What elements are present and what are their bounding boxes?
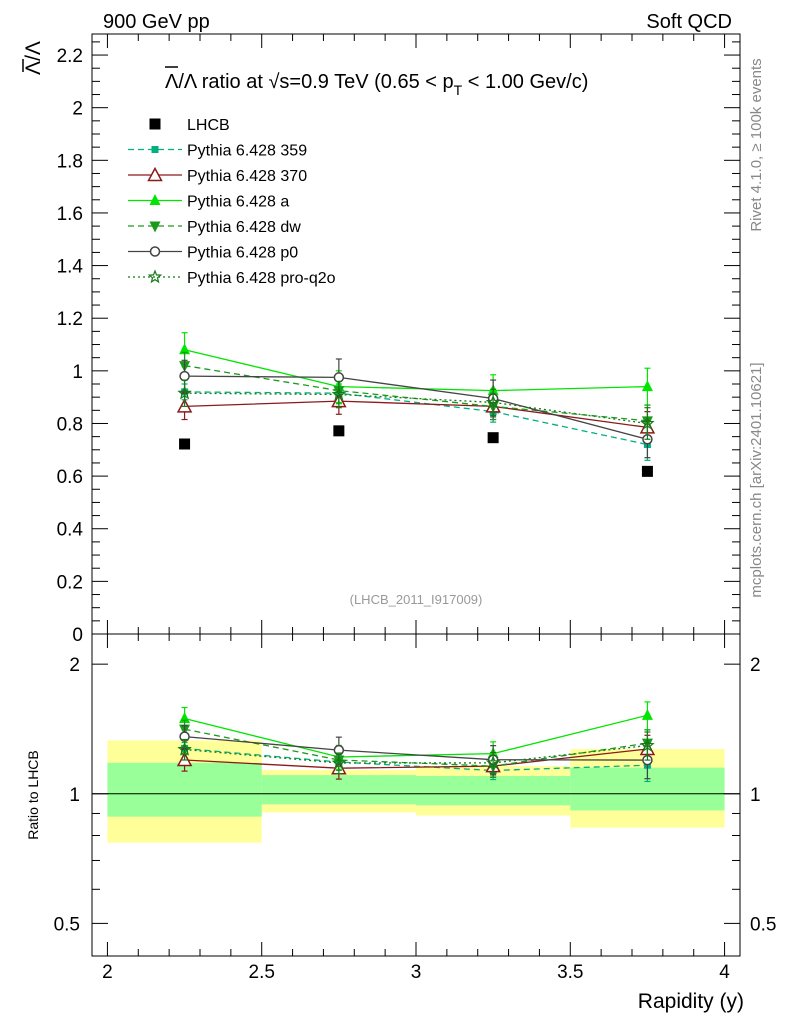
- ratio-point: [485, 755, 501, 770]
- ratio-point: [177, 741, 192, 756]
- series-line-4: [184, 375, 648, 440]
- x-tick-label: 2: [102, 962, 113, 983]
- series-line-3: [184, 364, 648, 422]
- legend-marker: [147, 166, 163, 182]
- legend-label: Pythia 6.428 a: [187, 194, 289, 211]
- legend-label: Pythia 6.428 359: [187, 143, 307, 160]
- y-tick-label-ratio: 1: [69, 785, 80, 806]
- y-tick-label-ratio-right: 0.5: [750, 914, 776, 935]
- series-point: [641, 380, 653, 392]
- y-tick-label-main: 0: [72, 625, 83, 646]
- series-point: [333, 372, 345, 383]
- ratio-band-inner: [261, 775, 416, 805]
- header-left: 900 GeV pp: [103, 11, 210, 33]
- header-right: Soft QCD: [646, 11, 732, 33]
- axes: 2 2.5 3 3.5 4 0 0.2 0.4 0.6 0.8 1 1.2 1.4 1.6 1.8 2 2.2 0…: [54, 34, 776, 983]
- series-point: [485, 394, 501, 409]
- y-tick-label-main: 0.2: [57, 572, 83, 593]
- legend-label: Pythia 6.428 p0: [187, 245, 298, 262]
- y-axis-label-ratio: Ratio to LHCB: [25, 750, 41, 839]
- series-line-1: [184, 400, 648, 429]
- data-point-lhcb: [179, 438, 191, 450]
- x-tick-label: 2.5: [249, 962, 275, 983]
- main-series: [176, 332, 656, 477]
- ratio-line-1: [184, 748, 648, 769]
- y-axis-label-main-text: Λ/Λ: [22, 41, 45, 75]
- ratio-point: [331, 755, 347, 770]
- ratio-series: [176, 701, 656, 783]
- title-sub: T: [454, 82, 463, 98]
- legend: LHCB Pythia 6.428 359 Pythia 6.428 370 Pyth…: [128, 117, 336, 287]
- series-point: [179, 370, 190, 382]
- y-tick-label-ratio-right: 1: [750, 785, 761, 806]
- title-suffix: < 1.00 Gev/c): [462, 71, 588, 93]
- ratio-line-4: [184, 735, 648, 761]
- y-tick-label-ratio: 2: [69, 655, 80, 676]
- y-tick-label-ratio-right: 2: [750, 655, 761, 676]
- analysis-label: (LHCB_2011_I917009): [350, 592, 483, 607]
- y-tick-label-main: 1.4: [57, 257, 84, 278]
- legend-label: Pythia 6.428 dw: [187, 219, 301, 236]
- y-tick-label-main: 1.2: [57, 309, 83, 330]
- x-tick-label: 4: [719, 962, 730, 983]
- title-sqrt: √: [268, 71, 279, 93]
- legend-marker: [149, 221, 161, 233]
- legend-marker: [149, 194, 161, 205]
- title-prefix: /Λ ratio at: [178, 71, 268, 93]
- legend-label: LHCB: [187, 117, 230, 134]
- ratio-band-inner: [416, 775, 571, 806]
- x-tick-label: 3: [411, 962, 422, 983]
- ratio-point: [640, 737, 655, 752]
- title-energy: s=0.9 TeV (0.65 < p: [279, 71, 453, 93]
- series-line-2: [184, 349, 648, 392]
- chart-title: Λ/Λ ratio at √s=0.9 TeV (0.65 < pT < 1.0…: [165, 66, 588, 98]
- series-line-0: [184, 391, 648, 446]
- ratio-panel-frame: [91, 633, 741, 957]
- ratio-point: [641, 708, 653, 720]
- y-tick-label-main: 2: [72, 99, 83, 120]
- legend-marker: [149, 246, 161, 257]
- data-point-lhcb: [487, 432, 499, 444]
- series-point: [640, 415, 655, 430]
- title-lambda-bar: Λ: [165, 71, 179, 93]
- x-axis-label: Rapidity (y): [638, 990, 744, 1013]
- y-axis-label-main: Λ/Λ: [22, 41, 45, 75]
- y-tick-label-main: 0.6: [57, 467, 83, 488]
- legend-label: Pythia 6.428 pro-q2o: [187, 270, 336, 287]
- series-point: [179, 343, 191, 355]
- y-tick-label-main: 0.4: [57, 520, 84, 541]
- legend-label: Pythia 6.428 370: [187, 168, 307, 185]
- y-tick-label-main: 1: [72, 362, 83, 383]
- ratio-line-0: [184, 747, 648, 772]
- series-point: [331, 386, 347, 401]
- legend-marker: [151, 146, 159, 153]
- ratio-band-inner: [107, 762, 262, 817]
- series-line-5: [184, 392, 648, 425]
- x-tick-label: 3.5: [557, 962, 583, 983]
- y-tick-label-main: 1.8: [57, 151, 83, 172]
- data-point-lhcb: [641, 465, 653, 477]
- legend-marker: [149, 118, 161, 130]
- data-point-lhcb: [333, 425, 345, 437]
- legend-marker: [147, 269, 163, 284]
- mcplots-label: mcplots.cern.ch [arXiv:2401.10621]: [748, 362, 765, 597]
- svg-text:Λ/Λ ratio at √s=0.9 TeV (0.65: Λ/Λ ratio at √s=0.9 TeV (0.65 < pT < 1.0…: [165, 71, 588, 98]
- y-tick-label-main: 0.8: [57, 414, 83, 435]
- y-tick-label-main: 1.6: [57, 204, 83, 225]
- series-point: [177, 385, 192, 400]
- ratio-line-5: [184, 744, 648, 764]
- y-tick-label-ratio: 0.5: [54, 914, 80, 935]
- rivet-label: Rivet 4.1.0, ≥ 100k events: [748, 58, 765, 231]
- y-tick-label-main: 2.2: [57, 46, 83, 67]
